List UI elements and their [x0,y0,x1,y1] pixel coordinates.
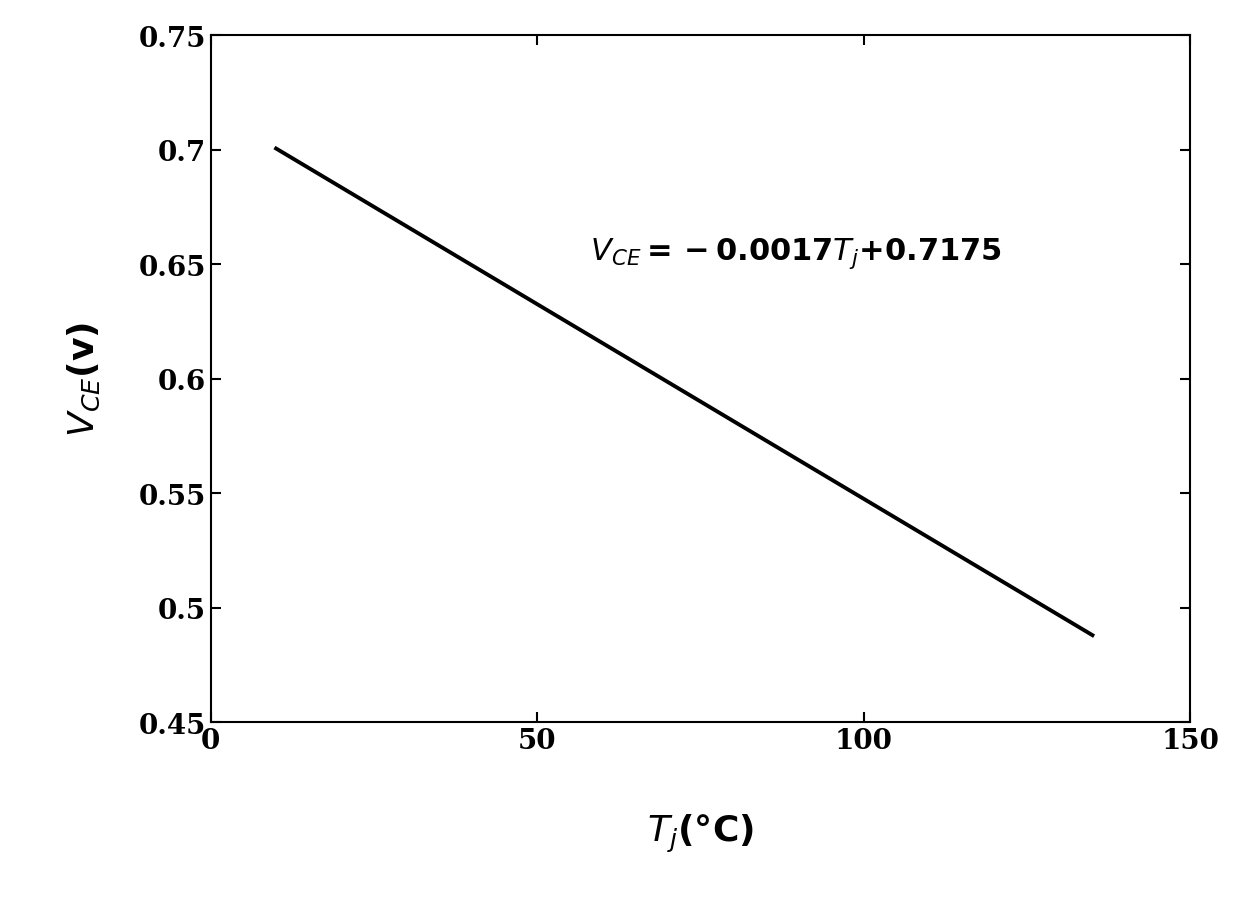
Text: $\mathbf{\mathit{T}}_{\mathbf{\mathit{j}}}$$\mathbf{(\degree C)}$: $\mathbf{\mathit{T}}_{\mathbf{\mathit{j}… [647,812,754,853]
Text: $\mathbf{\mathit{V}}_{\mathbf{\mathit{CE}}}$$\mathbf{(v)}$: $\mathbf{\mathit{V}}_{\mathbf{\mathit{CE… [66,321,102,437]
Text: $\mathbf{\mathit{V}}_{\mathbf{\mathit{CE}}}$$\mathbf{=-0.0017}$$\mathbf{\mathit{: $\mathbf{\mathit{V}}_{\mathbf{\mathit{CE… [589,236,1002,271]
